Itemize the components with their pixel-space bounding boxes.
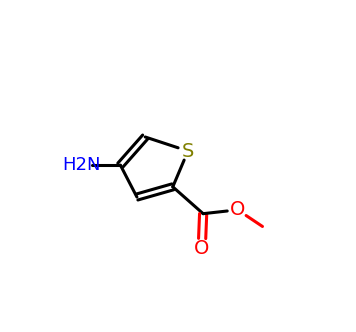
Text: O: O [230, 200, 245, 219]
Text: S: S [182, 141, 194, 161]
Text: H2N: H2N [63, 156, 101, 174]
Text: O: O [194, 239, 209, 258]
